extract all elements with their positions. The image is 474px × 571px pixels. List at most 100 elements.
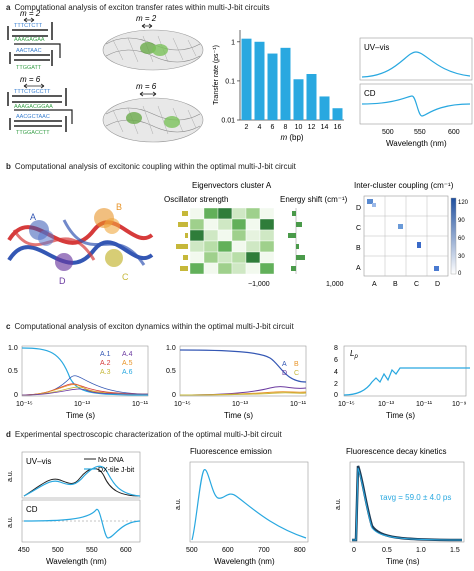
fluor-title: Fluorescence emission — [190, 447, 272, 456]
d3-xtick-0: 0 — [352, 547, 356, 554]
bar — [254, 41, 265, 120]
oscillator-bar — [176, 244, 188, 249]
energy-bar — [288, 233, 296, 238]
legend-a3: A.3 — [100, 369, 111, 376]
eigenvectors-title: Eigenvectors cluster A — [192, 181, 272, 190]
cbar-tick-0: 0 — [458, 271, 462, 277]
eigen-cell — [245, 240, 261, 253]
seq-top-4: TTGGATT — [16, 65, 42, 71]
legend-cluster-d: D — [282, 370, 287, 377]
energy-bar — [296, 244, 299, 249]
c3-xtick-15: 10⁻¹⁵ — [338, 401, 355, 408]
eigen-cell — [245, 251, 261, 264]
bar — [306, 73, 317, 120]
eigen-cell — [245, 207, 261, 220]
eigen-cell — [189, 262, 205, 275]
eigen-cell — [259, 251, 275, 264]
eigen-cell — [217, 262, 233, 275]
energy-bar — [292, 211, 296, 216]
c3-ytick-6: 6 — [334, 357, 338, 364]
c1-xtick-11: 10⁻¹¹ — [132, 401, 149, 408]
d3-xtick-10: 1.0 — [416, 547, 426, 554]
bar — [241, 38, 252, 120]
seq-top-2: AAAGAGAA — [14, 37, 45, 43]
cd-label: CD — [364, 89, 376, 98]
eigen-cell — [203, 229, 219, 242]
bar — [319, 96, 330, 120]
coupling-col-d: D — [435, 281, 440, 288]
d3-xlabel: Time (ns) — [386, 557, 420, 566]
c2-ytick-0: 0 — [172, 392, 176, 399]
bar-xtick-label: 8 — [284, 124, 288, 131]
decay-title: Fluorescence decay kinetics — [346, 447, 447, 456]
seq-bot-4: TTGGACCTT — [16, 130, 50, 136]
bar-xtick-label: 10 — [295, 124, 303, 131]
bar-ytick-label: 0.1 — [225, 78, 235, 85]
d1-xtick-600: 600 — [120, 547, 132, 554]
eigen-cell — [231, 218, 247, 231]
d-uvvis-label: UV–vis — [26, 457, 51, 466]
c3-ytick-0: 0 — [334, 392, 338, 399]
c3-xtick-9: 10⁻⁹ — [452, 401, 466, 408]
eigen-cell — [259, 207, 275, 220]
eigen-cell — [217, 240, 233, 253]
energy-bar — [291, 266, 296, 271]
oscillator-bar — [183, 255, 188, 260]
eigen-cell — [217, 229, 233, 242]
eigen-cell — [245, 218, 261, 231]
d2-xtick-500: 500 — [186, 547, 198, 554]
bar-ytick-label: 1 — [231, 39, 235, 46]
dna-dye-structure: A B C D — [7, 202, 154, 286]
energy-tick-neg: −1,000 — [248, 281, 270, 288]
coupling-row-a: A — [356, 265, 361, 272]
eigen-cell — [245, 262, 261, 275]
dye-label-b: B — [116, 202, 122, 212]
wavelength-axis-label: Wavelength (nm) — [386, 139, 447, 148]
d2-xtick-600: 600 — [222, 547, 234, 554]
legend-a4: A.4 — [122, 351, 133, 358]
coupling-col-a: A — [372, 281, 377, 288]
dye-label-d: D — [59, 276, 66, 286]
d2-xtick-700: 700 — [258, 547, 270, 554]
d-fluorescence-emission: Fluorescence emission a.u. 500 600 700 8… — [175, 447, 309, 566]
eigen-cell — [259, 229, 275, 242]
dynamics-plot-a-sites: 1.0 0.5 0 10⁻¹⁵ 10⁻¹³ 10⁻¹¹ Time (s) A.1… — [8, 345, 149, 420]
panel-c-dynamics: 1.0 0.5 0 10⁻¹⁵ 10⁻¹³ 10⁻¹¹ Time (s) A.1… — [8, 345, 470, 420]
energy-bar — [296, 222, 302, 227]
eigen-cell — [189, 251, 205, 264]
cbar-tick-30: 30 — [458, 254, 465, 260]
oscillator-strength-label: Oscillator strength — [164, 195, 228, 204]
eigenvectors-panel: Eigenvectors cluster A Oscillator streng… — [164, 181, 348, 288]
cbar-tick-60: 60 — [458, 236, 465, 242]
d1-xtick-450: 450 — [18, 547, 30, 554]
m6-label: m = 6 — [20, 75, 41, 84]
c2-xtick-15: 10⁻¹⁵ — [174, 401, 191, 408]
dye-cluster-c — [105, 249, 123, 267]
eigen-cell — [189, 207, 205, 220]
c1-xtick-15: 10⁻¹⁵ — [16, 401, 33, 408]
coupling-col-c: C — [414, 281, 419, 288]
panel-d-title: d Experimental spectroscopic characteriza… — [6, 430, 282, 439]
legend-dx-tile: DX-tile J-bit — [98, 467, 134, 474]
eigen-cell — [203, 207, 219, 220]
coupling-row-d: D — [356, 205, 361, 212]
dye-label-a: A — [30, 212, 36, 222]
oscillator-bar — [182, 211, 188, 216]
legend-a2: A.2 — [100, 360, 111, 367]
coupling-hotspots — [367, 199, 439, 271]
legend-a1: A.1 — [100, 351, 111, 358]
cd-spectrum-box: CD — [359, 83, 473, 125]
cbar-tick-120: 120 — [458, 200, 469, 206]
d3-xtick-05: 0.5 — [382, 547, 392, 554]
bar-xtick-label: 2 — [245, 124, 249, 131]
bar-xtick-label: 12 — [308, 124, 316, 131]
coupling-row-c: C — [356, 225, 361, 232]
d1-xlabel: Wavelength (nm) — [46, 557, 107, 566]
d2-au: a.u. — [175, 498, 182, 510]
eigen-cell — [189, 218, 205, 231]
dye-cluster-a — [29, 220, 54, 246]
uvvis-spectrum-box: UV–vis — [359, 37, 473, 81]
wl-tick-600: 600 — [448, 129, 460, 136]
c3-xtick-11: 10⁻¹¹ — [416, 401, 433, 408]
